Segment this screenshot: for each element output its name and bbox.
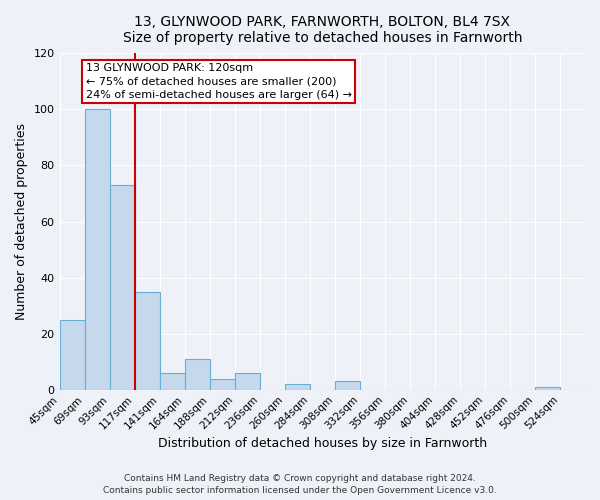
Bar <box>59 320 85 390</box>
Bar <box>235 373 260 390</box>
Text: 13 GLYNWOOD PARK: 120sqm
← 75% of detached houses are smaller (200)
24% of semi-: 13 GLYNWOOD PARK: 120sqm ← 75% of detach… <box>86 64 352 100</box>
Bar <box>85 110 110 390</box>
Bar <box>209 378 235 390</box>
Y-axis label: Number of detached properties: Number of detached properties <box>15 123 28 320</box>
Bar <box>134 292 160 390</box>
Title: 13, GLYNWOOD PARK, FARNWORTH, BOLTON, BL4 7SX
Size of property relative to detac: 13, GLYNWOOD PARK, FARNWORTH, BOLTON, BL… <box>122 15 522 45</box>
X-axis label: Distribution of detached houses by size in Farnworth: Distribution of detached houses by size … <box>158 437 487 450</box>
Bar <box>535 387 560 390</box>
Bar <box>335 382 360 390</box>
Bar <box>110 185 134 390</box>
Bar <box>285 384 310 390</box>
Bar <box>185 359 209 390</box>
Bar <box>160 373 185 390</box>
Text: Contains HM Land Registry data © Crown copyright and database right 2024.
Contai: Contains HM Land Registry data © Crown c… <box>103 474 497 495</box>
